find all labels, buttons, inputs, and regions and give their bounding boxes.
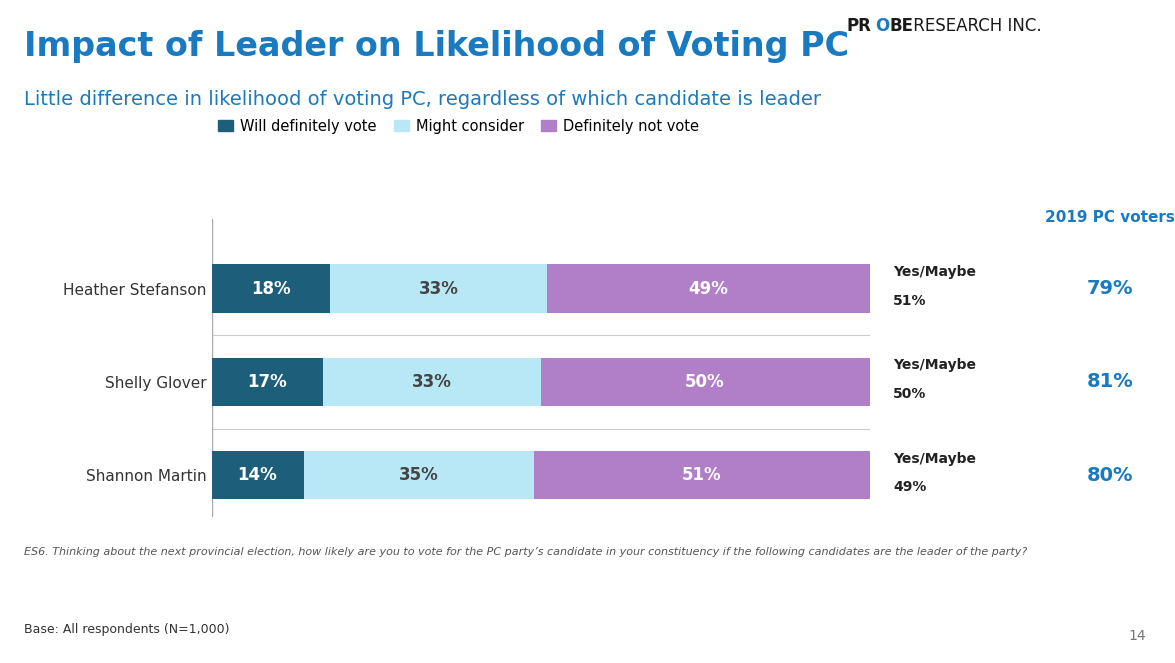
- Text: PR: PR: [846, 17, 871, 34]
- Bar: [323, 358, 540, 406]
- Text: 50%: 50%: [685, 373, 725, 391]
- Text: Yes/Maybe: Yes/Maybe: [893, 452, 976, 465]
- Text: 51%: 51%: [682, 466, 721, 484]
- Text: 81%: 81%: [1087, 373, 1134, 391]
- Text: 18%: 18%: [251, 280, 290, 298]
- Text: Yes/Maybe: Yes/Maybe: [893, 265, 976, 279]
- Bar: [303, 451, 533, 499]
- Text: 2019 PC voters: 2019 PC voters: [1046, 210, 1175, 225]
- Text: 14: 14: [1128, 629, 1146, 643]
- Text: 49%: 49%: [689, 280, 728, 298]
- Text: O: O: [875, 17, 889, 34]
- Text: 80%: 80%: [1087, 465, 1134, 485]
- Text: ES6. Thinking about the next provincial election, how likely are you to vote for: ES6. Thinking about the next provincial …: [24, 547, 1027, 557]
- Bar: [548, 265, 870, 313]
- Text: Base: All respondents (N=1,000): Base: All respondents (N=1,000): [24, 623, 229, 636]
- Text: Little difference in likelihood of voting PC, regardless of which candidate is l: Little difference in likelihood of votin…: [24, 90, 820, 109]
- Text: 14%: 14%: [237, 466, 277, 484]
- Text: 50%: 50%: [893, 387, 926, 401]
- Bar: [212, 265, 330, 313]
- Text: 33%: 33%: [418, 280, 458, 298]
- Text: RESEARCH INC.: RESEARCH INC.: [908, 17, 1042, 34]
- Text: 35%: 35%: [398, 466, 438, 484]
- Bar: [533, 451, 870, 499]
- Text: 33%: 33%: [412, 373, 452, 391]
- Bar: [212, 358, 323, 406]
- Text: 17%: 17%: [248, 373, 288, 391]
- Legend: Will definitely vote, Might consider, Definitely not vote: Will definitely vote, Might consider, De…: [213, 113, 705, 139]
- Text: Impact of Leader on Likelihood of Voting PC: Impact of Leader on Likelihood of Voting…: [24, 30, 848, 63]
- Text: 49%: 49%: [893, 480, 926, 494]
- Text: 79%: 79%: [1087, 279, 1134, 298]
- Bar: [540, 358, 870, 406]
- Text: 51%: 51%: [893, 294, 927, 308]
- Bar: [330, 265, 548, 313]
- Bar: [212, 451, 303, 499]
- Text: Yes/Maybe: Yes/Maybe: [893, 359, 976, 373]
- Text: BE: BE: [889, 17, 913, 34]
